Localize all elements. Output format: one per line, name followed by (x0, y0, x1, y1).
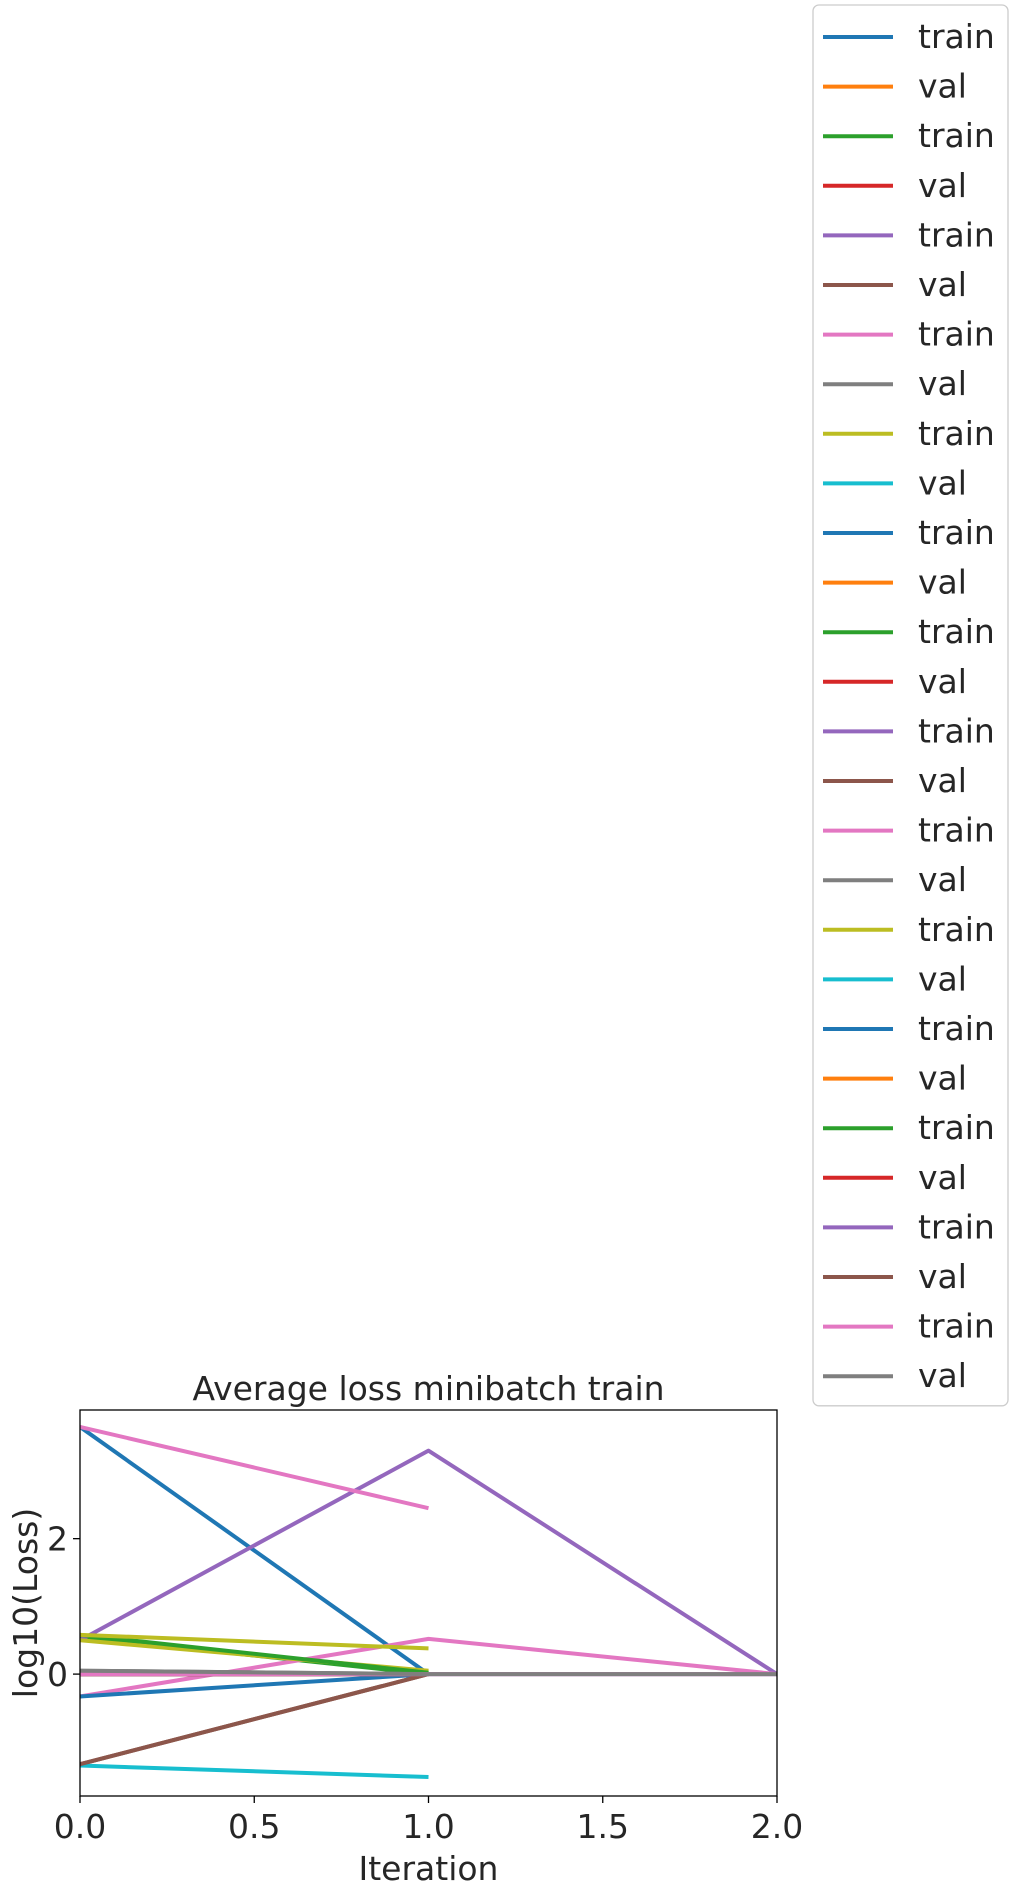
series-line-10 (80, 1763, 429, 1780)
legend-label: val (918, 1257, 967, 1296)
series-line-1 (80, 1425, 430, 1676)
legend-label: val (918, 67, 967, 106)
legend-label: val (918, 1158, 967, 1197)
y-axis-label: log10(Loss) (6, 1508, 45, 1698)
legend-label: val (918, 860, 967, 899)
legend-label: val (918, 662, 967, 701)
series-line-11 (80, 1672, 429, 1699)
x-tick-label: 0.0 (54, 1807, 106, 1846)
legend-label: val (918, 1356, 967, 1395)
series-line-19 (80, 1632, 429, 1651)
plot-area (80, 1424, 777, 1780)
legend-label: train (918, 414, 995, 453)
x-tick-label: 0.5 (228, 1807, 280, 1846)
x-axis-label: Iteration (359, 1849, 499, 1886)
legend-label: train (918, 1307, 995, 1346)
legend-label: val (918, 761, 967, 800)
x-tick-label: 1.5 (577, 1807, 629, 1846)
y-tick-label: 2 (47, 1520, 68, 1559)
legend-label: val (918, 563, 967, 602)
series-line-7 (80, 1636, 777, 1699)
y-tick-label: 0 (47, 1655, 68, 1694)
legend-label: val (918, 959, 967, 998)
legend-label: val (918, 265, 967, 304)
series-line-16 (80, 1672, 430, 1767)
x-tick-label: 1.0 (402, 1807, 454, 1846)
legend-label: val (918, 364, 967, 403)
legend-label: val (918, 463, 967, 502)
legend-label: val (918, 166, 967, 205)
x-tick-label: 2.0 (751, 1807, 803, 1846)
legend-label: train (918, 116, 995, 155)
legend-label: val (918, 1059, 967, 1098)
y-axis-ticks: 02 (47, 1520, 80, 1694)
legend-label: train (918, 811, 995, 850)
legend-label: train (918, 513, 995, 552)
legend-label: train (918, 711, 995, 750)
legend-label: train (918, 612, 995, 651)
legend-label: train (918, 17, 995, 56)
legend-label: train (918, 1108, 995, 1147)
legend-box (812, 4, 1009, 1407)
legend-label: train (918, 315, 995, 354)
x-axis-ticks: 0.0 0.5 1.0 1.5 2.0 (54, 1796, 803, 1846)
chart-title: Average loss minibatch train (192, 1369, 664, 1408)
legend-label: train (918, 215, 995, 254)
legend-label: train (918, 1009, 995, 1048)
legend-label: train (918, 1207, 995, 1246)
legend: train val train val train val train val train val… (812, 4, 1009, 1407)
legend-label: train (918, 910, 995, 949)
series-line-5 (80, 1448, 777, 1676)
series-line-17 (80, 1424, 429, 1511)
series-line-28 (80, 1668, 777, 1677)
series-line-13 (80, 1632, 429, 1675)
